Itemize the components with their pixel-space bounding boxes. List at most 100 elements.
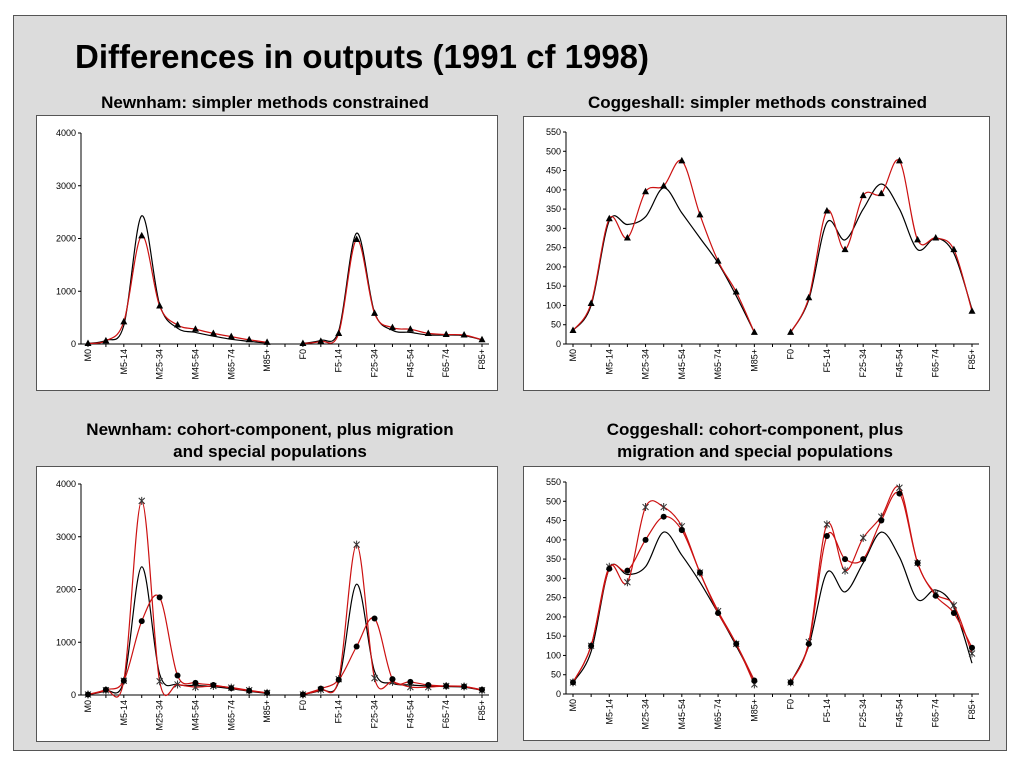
series-line (302, 238, 483, 345)
data-point-triangle (841, 245, 849, 253)
data-point-dot (624, 567, 631, 574)
data-point-triangle (353, 235, 361, 243)
data-point-x (841, 566, 849, 575)
series-line (302, 544, 483, 696)
y-tick-label: 500 (546, 146, 561, 156)
x-tick-label: F25-34 (370, 349, 380, 378)
data-point-dot (696, 569, 703, 576)
x-tick-label: F45-54 (405, 700, 415, 729)
data-point-triangle (642, 187, 650, 195)
y-tick-label: 0 (71, 339, 76, 349)
data-point-dot (479, 686, 485, 693)
x-tick-label: M45-54 (190, 349, 200, 380)
data-point-triangle (335, 329, 343, 336)
y-tick-label: 100 (546, 300, 561, 310)
chart-title-tl: Newnham: simpler methods constrained (101, 93, 429, 112)
x-tick-label: M25-34 (641, 699, 651, 730)
data-point-dot (860, 556, 867, 563)
data-point-dot (823, 532, 830, 539)
y-tick-label: 500 (546, 496, 561, 506)
y-tick-label: 3000 (56, 181, 76, 191)
x-tick-label: M25-34 (641, 349, 651, 380)
y-tick-label: 100 (546, 650, 561, 660)
x-tick-label: F65-74 (441, 349, 451, 378)
data-point-triangle (460, 331, 468, 338)
x-tick-label: M45-54 (677, 699, 687, 730)
x-tick-label: F45-54 (894, 349, 904, 378)
data-point-triangle (299, 339, 307, 346)
data-point-x (823, 520, 831, 529)
x-tick-label: M65-74 (226, 700, 236, 731)
x-tick-label: M0 (568, 699, 578, 712)
slide-title: Differences in outputs (1991 cf 1998) (75, 38, 650, 75)
x-tick-label: M25-34 (155, 700, 165, 731)
data-point-dot (210, 681, 217, 688)
data-point-x (660, 503, 668, 512)
x-tick-label: M85+ (262, 349, 272, 372)
y-tick-label: 250 (546, 593, 561, 603)
data-point-dot (715, 610, 722, 617)
chart-panel-newnham-cohort: 0 1000 2000 3000 4000 M0 M5-14 M25-34 M45-54 M65-… (36, 466, 498, 742)
data-point-dot (156, 594, 163, 601)
data-point-dot (138, 618, 145, 625)
x-tick-label: F5-14 (334, 700, 344, 724)
data-point-dot (264, 689, 271, 696)
data-point-x (174, 680, 181, 689)
x-tick-label: M65-74 (713, 699, 723, 730)
data-point-triangle (623, 234, 631, 241)
y-tick-label: 300 (546, 573, 561, 583)
data-point-dot (174, 672, 181, 679)
y-tick-label: 4000 (56, 479, 76, 489)
y-tick-label: 200 (546, 612, 561, 622)
data-point-triangle (371, 309, 379, 316)
x-tick-label: F5-14 (822, 699, 832, 723)
data-point-dot (932, 592, 939, 599)
data-point-triangle (156, 302, 164, 309)
data-point-dot (642, 536, 649, 543)
y-tick-label: 0 (556, 339, 561, 349)
data-point-dot (120, 677, 127, 684)
x-tick-label: F25-34 (858, 349, 868, 378)
data-point-dot (443, 683, 450, 690)
data-point-dot (85, 691, 91, 698)
x-tick-label: F0 (786, 349, 796, 360)
series-line (790, 531, 973, 683)
series-line (87, 215, 268, 345)
data-point-x (624, 578, 631, 587)
y-tick-label: 550 (546, 127, 561, 137)
x-tick-label: F65-74 (441, 700, 451, 729)
data-point-triangle (950, 245, 958, 253)
data-point-triangle (120, 317, 128, 325)
data-point-triangle (84, 339, 92, 346)
x-tick-label: M45-54 (190, 700, 200, 731)
y-tick-label: 450 (546, 166, 561, 176)
data-point-dot (805, 640, 812, 647)
y-tick-label: 150 (546, 281, 561, 291)
series-line (572, 515, 755, 683)
data-point-triangle (263, 338, 271, 345)
x-tick-label: M85+ (749, 349, 759, 372)
y-tick-label: 300 (546, 223, 561, 233)
x-tick-label: M0 (568, 349, 578, 362)
chart-title-tr: Coggeshall: simpler methods constrained (587, 93, 928, 112)
data-point-triangle (102, 336, 110, 344)
y-tick-label: 150 (546, 631, 561, 641)
data-point-dot (733, 640, 740, 647)
data-point-triangle (968, 307, 976, 314)
y-tick-label: 200 (546, 262, 561, 272)
data-point-x (968, 649, 976, 658)
data-point-x (353, 540, 360, 549)
data-point-dot (461, 683, 468, 690)
y-tick-label: 1000 (56, 286, 76, 296)
data-point-triangle (750, 328, 758, 335)
x-tick-label: M45-54 (677, 349, 687, 380)
data-point-dot (896, 490, 903, 497)
x-tick-label: F65-74 (931, 699, 941, 728)
data-point-dot (787, 679, 794, 686)
data-point-triangle (191, 325, 199, 332)
y-tick-label: 400 (546, 535, 561, 545)
x-tick-label: M25-34 (155, 349, 165, 380)
data-point-triangle (787, 328, 795, 335)
x-tick-label: M5-14 (119, 700, 129, 726)
data-point-triangle (895, 156, 903, 164)
